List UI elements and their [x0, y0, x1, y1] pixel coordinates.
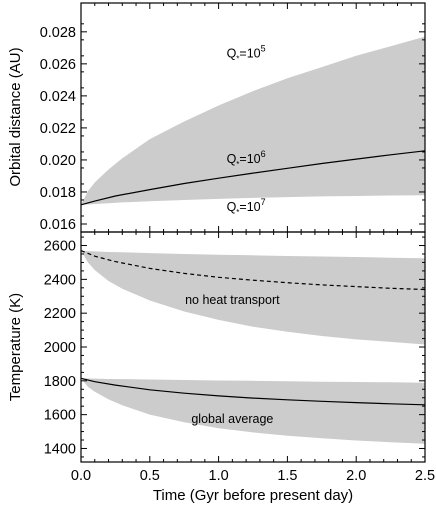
bottom-panel-frame — [80, 231, 426, 463]
top-y-axis-label: Orbital distance (AU) — [7, 47, 24, 186]
x-tick-label: 0.0 — [71, 468, 91, 484]
temperature-panel: 1400 1600 1800 2000 2200 2400 2600 0.0 0.5 1.0 1.5… — [7, 3, 435, 504]
bottom-y-tick-label: 2400 — [44, 272, 76, 288]
x-tick-label: 1.0 — [209, 468, 229, 484]
annotation-no-heat-transport: no heat transport — [185, 293, 280, 307]
top-y-tick-label: 0.016 — [40, 217, 76, 233]
bottom-y-tick-label: 1400 — [44, 441, 76, 457]
top-y-tick-label: 0.022 — [40, 121, 76, 137]
x-tick-label: 1.5 — [277, 468, 297, 484]
bottom-y-tick-label: 2600 — [44, 239, 76, 255]
global-average-band — [81, 378, 425, 444]
annotation-q6: Q*=106 — [227, 149, 266, 169]
x-tick-label: 2.5 — [415, 468, 435, 484]
orbital-distance-band — [81, 36, 425, 205]
x-tick-label: 2.0 — [346, 468, 366, 484]
top-y-tick-label: 0.028 — [40, 25, 76, 41]
no-heat-transport-band — [81, 250, 425, 345]
no-heat-transport-line — [80, 250, 426, 291]
bottom-y-tick-label: 1600 — [44, 408, 76, 424]
orbital-distance-panel: 0.016 0.018 0.020 0.022 0.024 0.026 0.028 Orbi… — [7, 2, 426, 233]
bottom-y-tick-label: 2000 — [44, 340, 76, 356]
top-y-tick-label: 0.024 — [40, 89, 76, 105]
top-y-tick-label: 0.020 — [40, 153, 76, 169]
top-y-tick-label: 0.018 — [40, 185, 76, 201]
annotation-q7: Q*=107 — [227, 197, 266, 217]
orbital-distance-line — [80, 150, 426, 206]
x-axis-label: Time (Gyr before present day) — [153, 487, 353, 504]
bottom-y-axis-label: Temperature (K) — [7, 293, 24, 401]
global-average-line — [80, 377, 426, 406]
top-y-tick-label: 0.026 — [40, 57, 76, 73]
bottom-y-tick-label: 2200 — [44, 306, 76, 322]
annotation-q5: Q*=105 — [227, 43, 266, 63]
bottom-y-tick-label: 1800 — [44, 374, 76, 390]
annotation-global-average: global average — [191, 412, 273, 426]
x-tick-label: 0.5 — [140, 468, 160, 484]
